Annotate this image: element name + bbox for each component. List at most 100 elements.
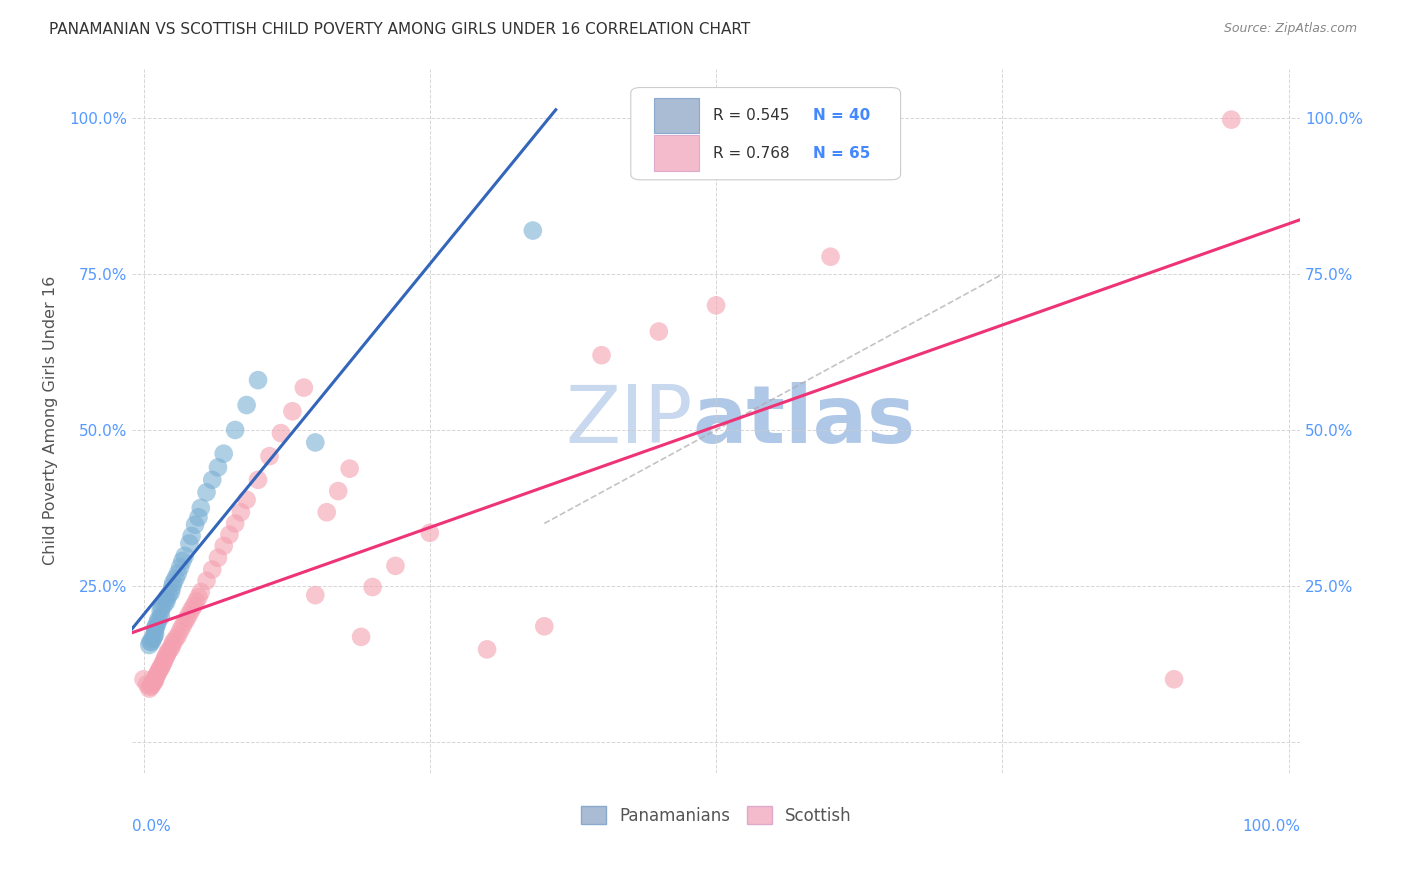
- Point: [328, 484, 350, 499]
- Point: [195, 485, 218, 500]
- Point: [187, 590, 209, 604]
- Point: [143, 671, 166, 685]
- Point: [139, 680, 162, 694]
- Point: [384, 558, 406, 573]
- Point: [212, 539, 235, 553]
- Point: [150, 600, 173, 615]
- Point: [183, 599, 205, 613]
- Point: [292, 381, 315, 395]
- Point: [207, 550, 229, 565]
- Text: atlas: atlas: [693, 382, 915, 459]
- Point: [173, 549, 195, 563]
- Point: [153, 598, 176, 612]
- Point: [143, 673, 166, 688]
- Point: [150, 658, 173, 673]
- Y-axis label: Child Poverty Among Girls Under 16: Child Poverty Among Girls Under 16: [44, 276, 58, 566]
- Point: [142, 676, 165, 690]
- Text: R = 0.545: R = 0.545: [713, 108, 789, 123]
- Point: [304, 588, 326, 602]
- Point: [138, 681, 160, 696]
- Point: [169, 560, 191, 574]
- Point: [132, 673, 155, 687]
- FancyBboxPatch shape: [631, 87, 901, 180]
- Text: 100.0%: 100.0%: [1241, 819, 1301, 833]
- Point: [361, 580, 384, 594]
- Point: [820, 250, 842, 264]
- Point: [187, 510, 209, 524]
- Point: [270, 426, 292, 441]
- Point: [143, 621, 166, 635]
- Point: [141, 679, 163, 693]
- Point: [143, 627, 166, 641]
- Point: [148, 612, 170, 626]
- Point: [195, 574, 218, 588]
- Point: [350, 630, 373, 644]
- Point: [138, 638, 160, 652]
- Text: PANAMANIAN VS SCOTTISH CHILD POVERTY AMONG GIRLS UNDER 16 CORRELATION CHART: PANAMANIAN VS SCOTTISH CHILD POVERTY AMO…: [49, 22, 751, 37]
- Point: [179, 536, 201, 550]
- Point: [146, 616, 169, 631]
- Point: [247, 473, 270, 487]
- Point: [648, 325, 671, 339]
- Point: [149, 661, 172, 675]
- Point: [176, 611, 198, 625]
- Point: [165, 632, 187, 646]
- Point: [235, 398, 257, 412]
- Point: [591, 348, 613, 362]
- Point: [224, 516, 246, 531]
- Point: [229, 505, 252, 519]
- Point: [136, 677, 159, 691]
- Point: [522, 223, 544, 237]
- Point: [201, 473, 224, 487]
- Point: [179, 607, 201, 621]
- Point: [186, 594, 208, 608]
- Text: Source: ZipAtlas.com: Source: ZipAtlas.com: [1223, 22, 1357, 36]
- Point: [315, 505, 337, 519]
- Point: [180, 529, 202, 543]
- Point: [167, 566, 190, 581]
- Point: [160, 585, 183, 599]
- Point: [149, 610, 172, 624]
- Point: [141, 635, 163, 649]
- Point: [148, 662, 170, 676]
- Point: [167, 629, 190, 643]
- Point: [533, 619, 555, 633]
- Point: [145, 619, 167, 633]
- Point: [157, 588, 180, 602]
- Point: [339, 461, 361, 475]
- Point: [190, 500, 212, 515]
- Point: [155, 591, 177, 606]
- Point: [218, 527, 240, 541]
- Point: [235, 492, 257, 507]
- Point: [149, 604, 172, 618]
- Point: [142, 674, 165, 689]
- Point: [153, 654, 176, 668]
- Point: [156, 646, 179, 660]
- Point: [165, 571, 187, 585]
- Text: N = 65: N = 65: [813, 145, 870, 161]
- Point: [143, 624, 166, 638]
- Point: [180, 602, 202, 616]
- Point: [155, 648, 177, 663]
- Point: [157, 643, 180, 657]
- Point: [162, 635, 184, 649]
- Point: [184, 517, 207, 532]
- Point: [145, 669, 167, 683]
- Point: [152, 656, 174, 670]
- Point: [212, 447, 235, 461]
- FancyBboxPatch shape: [654, 136, 699, 170]
- Point: [259, 449, 281, 463]
- Point: [419, 525, 441, 540]
- FancyBboxPatch shape: [654, 98, 699, 133]
- Point: [475, 642, 498, 657]
- Point: [1220, 112, 1243, 127]
- Point: [142, 630, 165, 644]
- Point: [148, 665, 170, 679]
- Point: [160, 580, 183, 594]
- Legend: Panamanians, Scottish: Panamanians, Scottish: [574, 800, 858, 831]
- Point: [190, 585, 212, 599]
- Point: [173, 615, 195, 629]
- Point: [139, 635, 162, 649]
- Point: [281, 404, 304, 418]
- Text: N = 40: N = 40: [813, 108, 870, 123]
